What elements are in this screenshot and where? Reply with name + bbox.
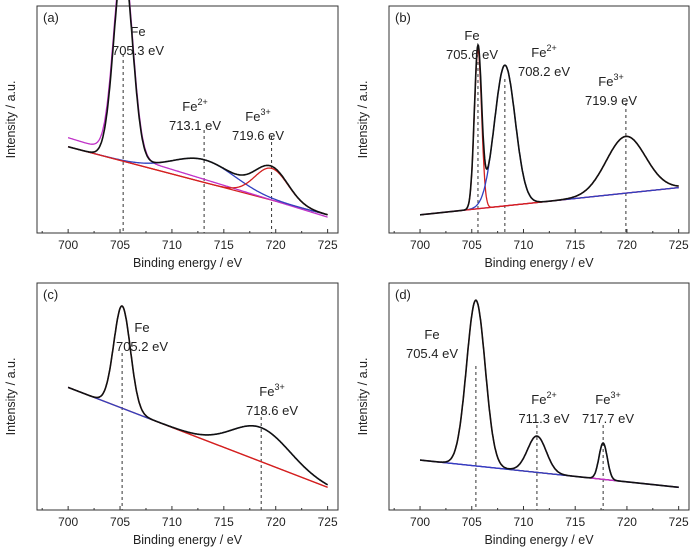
x-tick-label: 725: [318, 238, 338, 252]
panel-c: (c) 700 705 710 715 720 725 Binding energy / eV…: [4, 282, 339, 547]
peak-name-label: Fe: [424, 327, 439, 342]
x-tick-label: 700: [58, 238, 78, 252]
x-tick-label: 705: [462, 238, 482, 252]
panel-a: (a) 700 705 710 715 720 725 Binding energy / eV…: [4, 0, 339, 270]
peak-value-label: 711.3 eV: [518, 411, 569, 426]
panel-label: (d): [395, 287, 411, 302]
x-tick-label: 720: [617, 238, 637, 252]
plot-frame: [388, 5, 690, 234]
plot-frame: [36, 282, 339, 511]
peak-name-label: Fe3+: [595, 390, 620, 407]
peak-value-label: 705.2 eV: [116, 339, 168, 354]
series-fe3-component: [420, 442, 679, 488]
x-tick-label: 715: [214, 515, 234, 529]
peak-charge-superscript: 2+: [546, 390, 556, 400]
peak-charge-superscript: 2+: [197, 97, 207, 107]
peak-value-label: 718.6 eV: [246, 403, 298, 418]
peak-name-label: Fe: [464, 28, 479, 43]
panel-label: (c): [43, 287, 58, 302]
x-axis-label: Binding energy / eV: [484, 256, 594, 270]
plot-frame: [388, 282, 690, 511]
series-envelope: [67, 305, 329, 486]
peak-value-label: 705.3 eV: [112, 43, 164, 58]
peak-name-label: Fe2+: [182, 97, 207, 114]
series-fe3-component: [67, 386, 328, 486]
x-tick-label: 705: [462, 515, 482, 529]
series-envelope: [420, 299, 679, 489]
series-fe2-component: [420, 435, 679, 488]
peak-value-label: 708.2 eV: [518, 64, 570, 79]
x-tick-label: 710: [513, 515, 533, 529]
x-tick-label: 725: [669, 238, 689, 252]
peak-value-label: 717.7 eV: [582, 411, 634, 426]
peak-value-label: 705.6 eV: [446, 47, 498, 62]
peak-charge-superscript: 3+: [274, 382, 284, 392]
x-tick-label: 710: [162, 515, 182, 529]
x-tick-label: 725: [669, 515, 689, 529]
peak-charge-superscript: 3+: [613, 72, 623, 82]
panel-d: (d) 700 705 710 715 720 725 Binding energy / eV…: [356, 282, 690, 547]
x-tick-label: 720: [617, 515, 637, 529]
x-tick-label: 705: [110, 238, 130, 252]
peak-name-label: Fe3+: [245, 107, 270, 124]
series-fe2-component: [420, 64, 679, 216]
panel-b: (b) 700 705 710 715 720 725 Binding energy / eV…: [356, 5, 690, 270]
peak-charge-superscript: 3+: [610, 390, 620, 400]
y-axis-label: Intensity / a.u.: [356, 358, 370, 436]
x-tick-label: 700: [58, 515, 78, 529]
panel-label: (a): [43, 10, 59, 25]
peak-charge-superscript: 3+: [260, 107, 270, 117]
x-tick-label: 710: [162, 238, 182, 252]
x-tick-label: 700: [410, 515, 430, 529]
y-axis-label: Intensity / a.u.: [356, 81, 370, 159]
peak-name-label: Fe2+: [531, 390, 556, 407]
x-axis-label: Binding energy / eV: [133, 256, 243, 270]
x-axis-label: Binding energy / eV: [484, 533, 594, 547]
x-tick-label: 715: [214, 238, 234, 252]
x-tick-label: 715: [565, 238, 585, 252]
peak-value-label: 719.9 eV: [585, 93, 637, 108]
peak-name-label: Fe3+: [598, 72, 623, 89]
y-axis-label: Intensity / a.u.: [4, 358, 18, 436]
peak-value-label: 705.4 eV: [406, 346, 458, 361]
x-tick-label: 720: [266, 515, 286, 529]
peak-value-label: 719.6 eV: [232, 128, 284, 143]
peak-value-label: 713.1 eV: [169, 118, 221, 133]
x-tick-label: 720: [266, 238, 286, 252]
x-tick-label: 715: [565, 515, 585, 529]
plot-frame: [36, 5, 339, 234]
y-axis-label: Intensity / a.u.: [4, 81, 18, 159]
x-tick-label: 705: [110, 515, 130, 529]
peak-name-label: Fe: [134, 320, 149, 335]
peak-name-label: Fe: [130, 24, 145, 39]
x-tick-label: 710: [513, 238, 533, 252]
panel-label: (b): [395, 10, 411, 25]
peak-name-label: Fe3+: [259, 382, 284, 399]
x-axis-label: Binding energy / eV: [133, 533, 243, 547]
series-fe-component: [67, 305, 328, 488]
peak-name-label: Fe2+: [531, 43, 556, 60]
x-tick-label: 725: [318, 515, 338, 529]
series-envelope: [67, 0, 328, 216]
peak-charge-superscript: 2+: [546, 43, 556, 53]
series-envelope: [420, 42, 679, 216]
x-tick-label: 700: [410, 238, 430, 252]
